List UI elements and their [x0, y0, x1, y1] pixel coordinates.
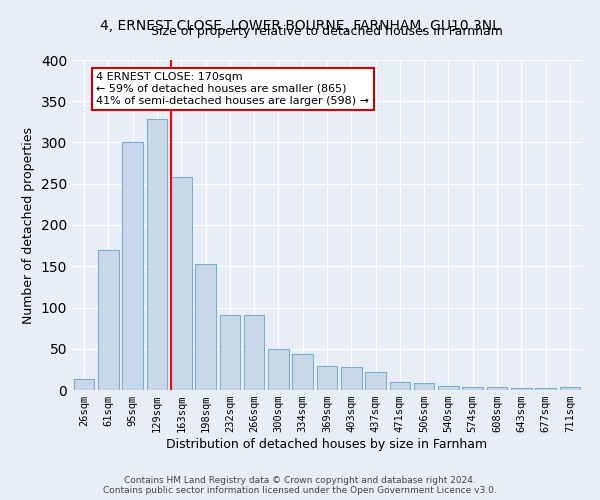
Bar	[122, 142, 143, 390]
Bar	[292, 354, 313, 390]
Bar	[414, 382, 434, 390]
Bar	[74, 380, 94, 390]
Bar	[438, 386, 459, 390]
Text: 4, ERNEST CLOSE, LOWER BOURNE, FARNHAM, GU10 3NL: 4, ERNEST CLOSE, LOWER BOURNE, FARNHAM, …	[100, 18, 500, 32]
Bar	[171, 177, 191, 390]
Bar	[389, 382, 410, 390]
Bar	[463, 386, 483, 390]
Bar	[268, 349, 289, 390]
Bar	[511, 388, 532, 390]
Bar	[317, 366, 337, 390]
Bar	[244, 315, 265, 390]
Bar	[98, 250, 119, 390]
Title: Size of property relative to detached houses in Farnham: Size of property relative to detached ho…	[151, 25, 503, 38]
Bar	[195, 264, 216, 390]
Bar	[560, 386, 580, 390]
Bar	[535, 388, 556, 390]
Bar	[146, 120, 167, 390]
X-axis label: Distribution of detached houses by size in Farnham: Distribution of detached houses by size …	[166, 438, 488, 451]
Text: 4 ERNEST CLOSE: 170sqm
← 59% of detached houses are smaller (865)
41% of semi-de: 4 ERNEST CLOSE: 170sqm ← 59% of detached…	[96, 72, 369, 106]
Bar	[341, 367, 362, 390]
Bar	[365, 372, 386, 390]
Text: Contains HM Land Registry data © Crown copyright and database right 2024.
Contai: Contains HM Land Registry data © Crown c…	[103, 476, 497, 495]
Bar	[220, 315, 240, 390]
Bar	[487, 386, 508, 390]
Y-axis label: Number of detached properties: Number of detached properties	[22, 126, 35, 324]
